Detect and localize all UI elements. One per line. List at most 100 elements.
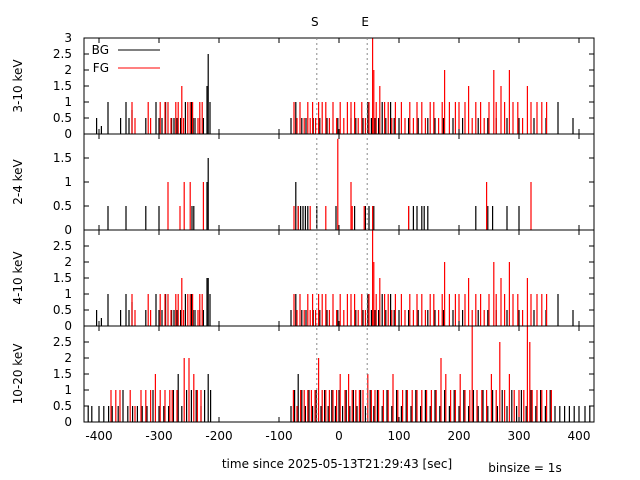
bar-bg	[191, 206, 193, 230]
y-tick-label: 0	[64, 223, 72, 237]
bar-bg	[184, 294, 186, 326]
bar-fg	[517, 102, 519, 134]
bar-bg	[132, 406, 134, 422]
y-tick-label: 0.5	[53, 199, 72, 213]
bar-bg	[161, 118, 163, 134]
bar-fg	[468, 86, 470, 134]
bar-bg	[417, 310, 419, 326]
bar-bg	[385, 310, 387, 326]
bar-fg	[134, 310, 136, 326]
bar-bg	[462, 310, 464, 326]
bar-fg	[517, 294, 519, 326]
bar-fg	[175, 102, 177, 134]
bar-fg	[522, 118, 524, 134]
bar-fg	[530, 182, 532, 230]
bar-fg	[430, 390, 432, 422]
bar-fg	[189, 294, 191, 326]
bar-fg	[480, 294, 482, 326]
bar-fg	[364, 310, 366, 326]
x-tick-label: 100	[388, 429, 411, 443]
bar-fg	[150, 118, 152, 134]
bar-fg	[433, 294, 435, 326]
y-axis-label: 2-4 keV	[11, 158, 25, 204]
bar-fg	[189, 182, 191, 230]
bar-bg	[405, 390, 407, 422]
bar-fg	[444, 70, 446, 134]
bar-fg	[490, 374, 492, 422]
bar-bg	[525, 406, 527, 422]
bar-fg	[321, 294, 323, 326]
bar-fg	[471, 326, 473, 422]
bar-fg	[480, 102, 482, 134]
bar-fg	[421, 294, 423, 326]
bar-bg	[452, 118, 454, 134]
bar-fg	[339, 374, 341, 422]
bar-bg	[207, 158, 209, 230]
bar-bg	[128, 310, 130, 326]
bar-bg	[378, 118, 380, 134]
bar-fg	[171, 390, 173, 422]
bar-fg	[541, 390, 543, 422]
bar-bg	[398, 310, 400, 326]
bar-bg	[420, 406, 422, 422]
bar-fg	[416, 102, 418, 134]
bar-fg	[183, 310, 185, 326]
bar-bg	[173, 310, 175, 326]
y-tick-label: 1	[64, 95, 72, 109]
bar-fg	[196, 390, 198, 422]
bar-fg	[321, 390, 323, 422]
bar-fg	[458, 102, 460, 134]
bar-fg	[499, 342, 501, 422]
bar-bg	[180, 118, 182, 134]
bar-fg	[318, 358, 320, 422]
y-tick-label: 0	[64, 415, 72, 429]
bar-bg	[421, 206, 423, 230]
bar-bg	[427, 310, 429, 326]
bar-bg	[127, 406, 129, 422]
bar-bg	[589, 406, 591, 422]
bar-fg	[325, 102, 327, 134]
bar-fg	[546, 102, 548, 134]
bar-fg	[471, 118, 473, 134]
panel-frame	[83, 133, 595, 231]
bar-bg	[439, 406, 441, 422]
bar-fg	[167, 182, 169, 230]
bar-fg	[183, 118, 185, 134]
bar-fg	[344, 390, 346, 422]
series-fg-panel-4	[110, 326, 552, 422]
bar-fg	[328, 310, 330, 326]
bar-fg	[131, 294, 133, 326]
bar-fg	[183, 182, 185, 230]
bar-bg	[290, 310, 292, 326]
bar-fg	[394, 102, 396, 134]
bar-bg	[194, 310, 196, 326]
bar-bg	[518, 118, 520, 134]
bar-bg	[434, 310, 436, 326]
bar-fg	[438, 118, 440, 134]
x-axis-label: time since 2025-05-13T21:29:43 [sec]	[222, 457, 452, 471]
bar-bg	[186, 390, 188, 422]
bar-fg	[438, 310, 440, 326]
series-bg-panel-4	[87, 374, 591, 422]
bar-bg	[334, 406, 336, 422]
bar-bg	[352, 390, 354, 422]
bar-fg	[441, 102, 443, 134]
bar-fg	[362, 390, 364, 422]
bar-fg	[296, 118, 298, 134]
bar-fg	[315, 118, 317, 134]
bar-bg	[444, 390, 446, 422]
bar-bg	[107, 206, 109, 230]
bar-fg	[370, 390, 372, 422]
bar-fg	[312, 294, 314, 326]
bar-fg	[134, 118, 136, 134]
bar-bg	[337, 118, 339, 134]
bar-bg	[206, 86, 208, 134]
bar-bg	[326, 310, 328, 326]
bar-fg	[433, 102, 435, 134]
y-tick-label: 2	[64, 63, 72, 77]
bar-fg	[332, 390, 334, 422]
bar-bg	[302, 206, 304, 230]
bar-bg	[100, 126, 102, 134]
bar-fg	[119, 390, 121, 422]
bar-bg	[573, 406, 575, 422]
